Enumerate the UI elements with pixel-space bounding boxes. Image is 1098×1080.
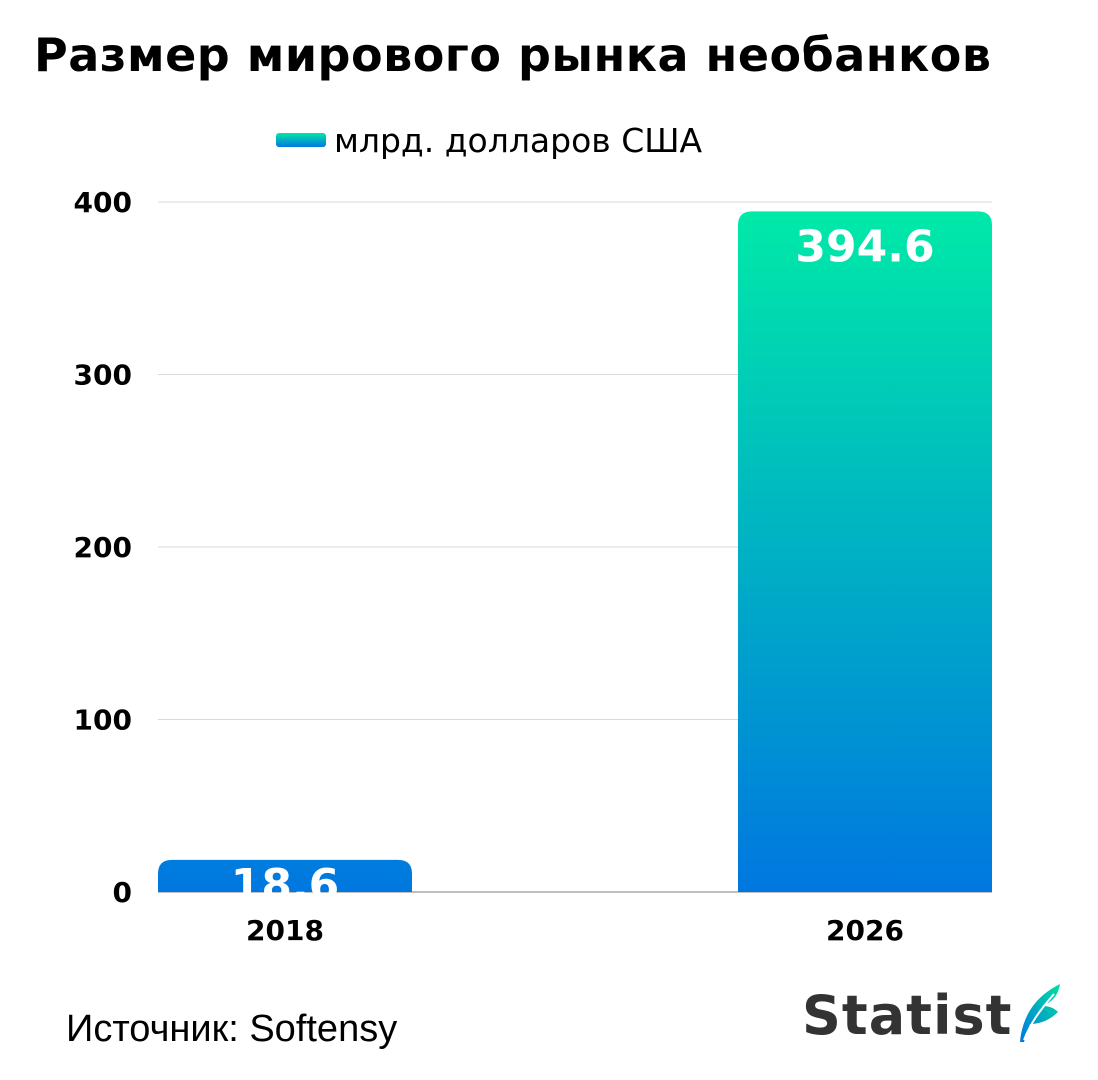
brand-name: Statist (802, 984, 1013, 1047)
data-label: 18.6 (231, 860, 340, 911)
legend-label: млрд. долларов США (334, 120, 703, 160)
brand-logo: Statist (802, 983, 1064, 1047)
y-tick-label: 100 (74, 704, 132, 737)
bar-2026 (738, 211, 992, 892)
y-tick-label: 400 (74, 186, 132, 219)
legend: млрд. долларов США (276, 118, 702, 162)
bars: 18.6 394.6 (158, 211, 992, 911)
feather-leaf-icon (1020, 983, 1061, 1042)
bar-chart: 0 100 200 300 400 18.6 394.6 2018 2026 (74, 186, 992, 947)
x-tick-label: 2026 (826, 914, 904, 947)
data-label: 394.6 (795, 221, 934, 272)
y-tick-label: 300 (74, 359, 132, 392)
y-tick-label: 200 (74, 531, 132, 564)
y-tick-label: 0 (113, 876, 132, 909)
x-tick-label: 2018 (246, 914, 324, 947)
chart-title: Размер мирового рынка необанков (34, 28, 992, 82)
source-note: Источник: Softensy (66, 1008, 398, 1050)
y-axis-ticks: 0 100 200 300 400 (74, 186, 132, 909)
x-axis-ticks: 2018 2026 (246, 914, 904, 947)
bar-2018 (158, 859, 412, 892)
legend-swatch (276, 133, 326, 147)
